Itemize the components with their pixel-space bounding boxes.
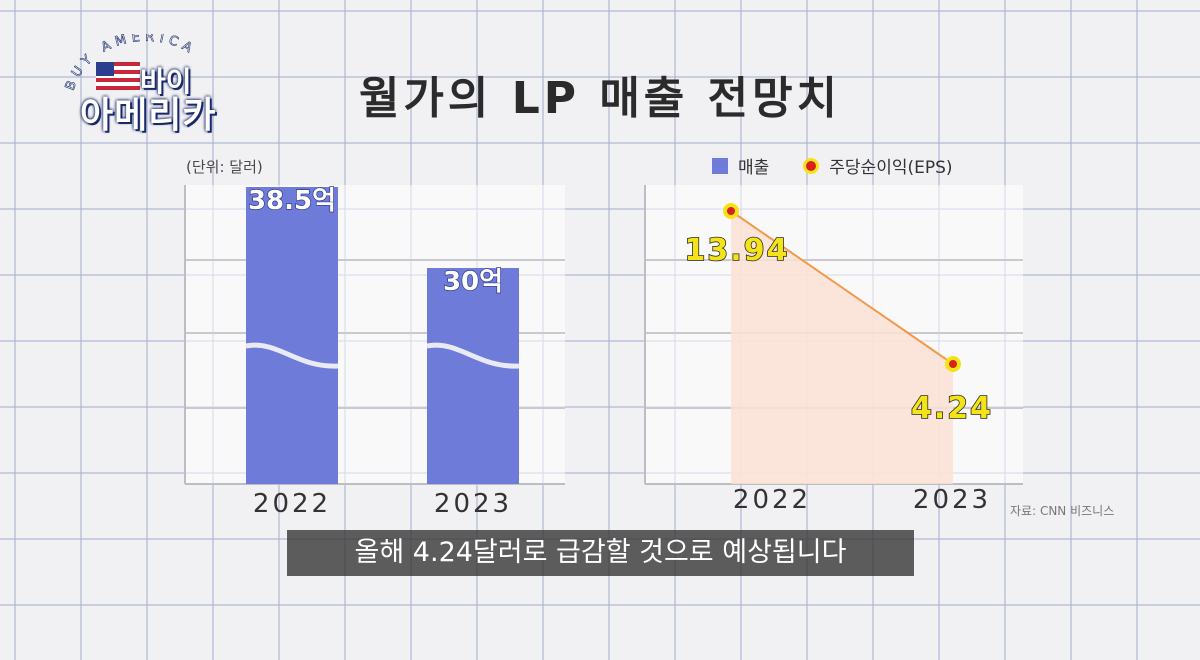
revenue-data-label-2022: 38.5억 xyxy=(248,186,336,216)
revenue-bar-2023 xyxy=(427,268,519,484)
x-tick-label-2022: 2022 xyxy=(733,485,811,515)
logo-text-line2: 아메리카 xyxy=(80,95,217,136)
legend: 매출 주당순이익(EPS) xyxy=(712,153,953,178)
x-tick-label-2022: 2022 xyxy=(253,489,331,519)
revenue-bar-2022 xyxy=(246,187,338,484)
eps-point-2023 xyxy=(945,356,961,372)
us-flag-icon xyxy=(96,62,140,90)
revenue-data-label-2023: 30억 xyxy=(443,267,503,297)
legend-eps-label: 주당순이익(EPS) xyxy=(829,158,953,178)
revenue-bar-chart: 38.5억 2022 30억 2023 xyxy=(184,185,565,519)
source-note: 자료: CNN 비즈니스 xyxy=(1010,504,1115,518)
legend-revenue-swatch xyxy=(712,157,728,174)
eps-data-label-2023: 4.24 xyxy=(911,391,993,426)
eps-area-fill xyxy=(731,211,953,484)
x-tick-label-2023: 2023 xyxy=(913,485,991,515)
eps-point-2022 xyxy=(723,203,739,219)
eps-line xyxy=(730,210,954,365)
eps-area-chart: 13.94 2022 4.24 2023 xyxy=(644,185,1023,515)
legend-revenue-label: 매출 xyxy=(738,158,770,178)
subtitle-caption: 올해 4.24달러로 급감할 것으로 예상됩니다 xyxy=(287,530,914,576)
x-tick-label-2023: 2023 xyxy=(434,489,512,519)
chart-title: 월가의 LP 매출 전망치 xyxy=(358,73,842,124)
eps-data-label-2022: 13.94 xyxy=(685,233,790,268)
axis-break-mark xyxy=(245,342,339,369)
unit-label: (단위: 달러) xyxy=(186,158,263,176)
legend-eps-marker xyxy=(803,157,820,174)
logo-text-line1: 바이 xyxy=(140,65,192,98)
buy-america-logo: BUY AMERICA 바이 아메리카 xyxy=(52,34,242,136)
axis-break-mark xyxy=(426,342,520,369)
